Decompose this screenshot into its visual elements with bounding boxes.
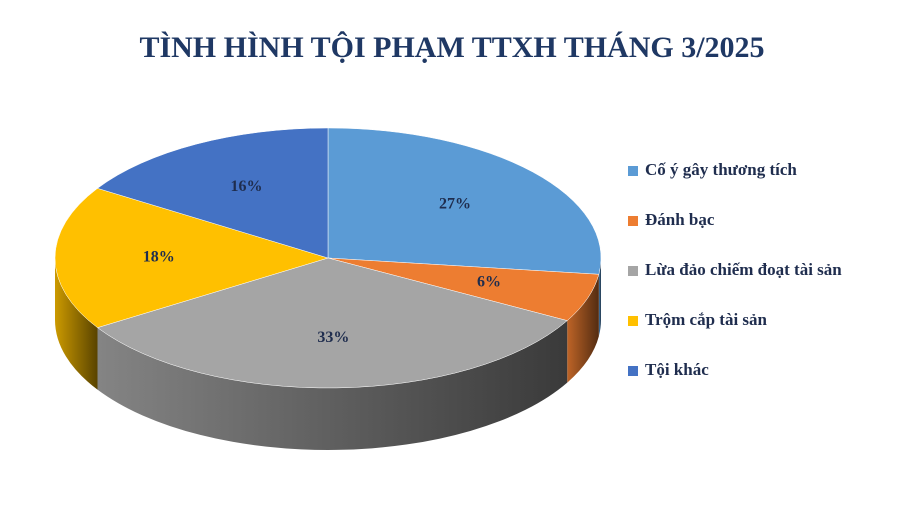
legend-swatch	[628, 266, 638, 276]
data-label: 33%	[317, 329, 349, 346]
legend-label: Cố ý gây thương tích	[645, 160, 797, 179]
legend-label: Tội khác	[645, 360, 709, 379]
slice	[54, 188, 329, 328]
chart-title: TÌNH HÌNH TỘI PHẠM TTXH THÁNG 3/2025	[139, 31, 764, 64]
legend-swatch	[628, 166, 638, 176]
data-label: 16%	[230, 178, 262, 195]
data-label: 27%	[439, 195, 471, 212]
legend-label: Trộm cắp tài sản	[645, 310, 768, 329]
slice-side	[55, 258, 98, 390]
data-label: 6%	[477, 274, 501, 291]
legend-label: Lừa đảo chiếm đoạt tài sản	[645, 260, 842, 279]
data-label: 18%	[143, 249, 175, 266]
slice	[96, 257, 568, 389]
legend-swatch	[628, 366, 638, 376]
legend-label: Đánh bạc	[645, 210, 715, 229]
legend-swatch	[628, 216, 638, 226]
slice-side	[567, 274, 599, 383]
legend-swatch	[628, 316, 638, 326]
slice-side	[598, 258, 601, 337]
slice-side	[97, 320, 568, 451]
slice	[327, 127, 602, 275]
slice	[96, 127, 329, 259]
